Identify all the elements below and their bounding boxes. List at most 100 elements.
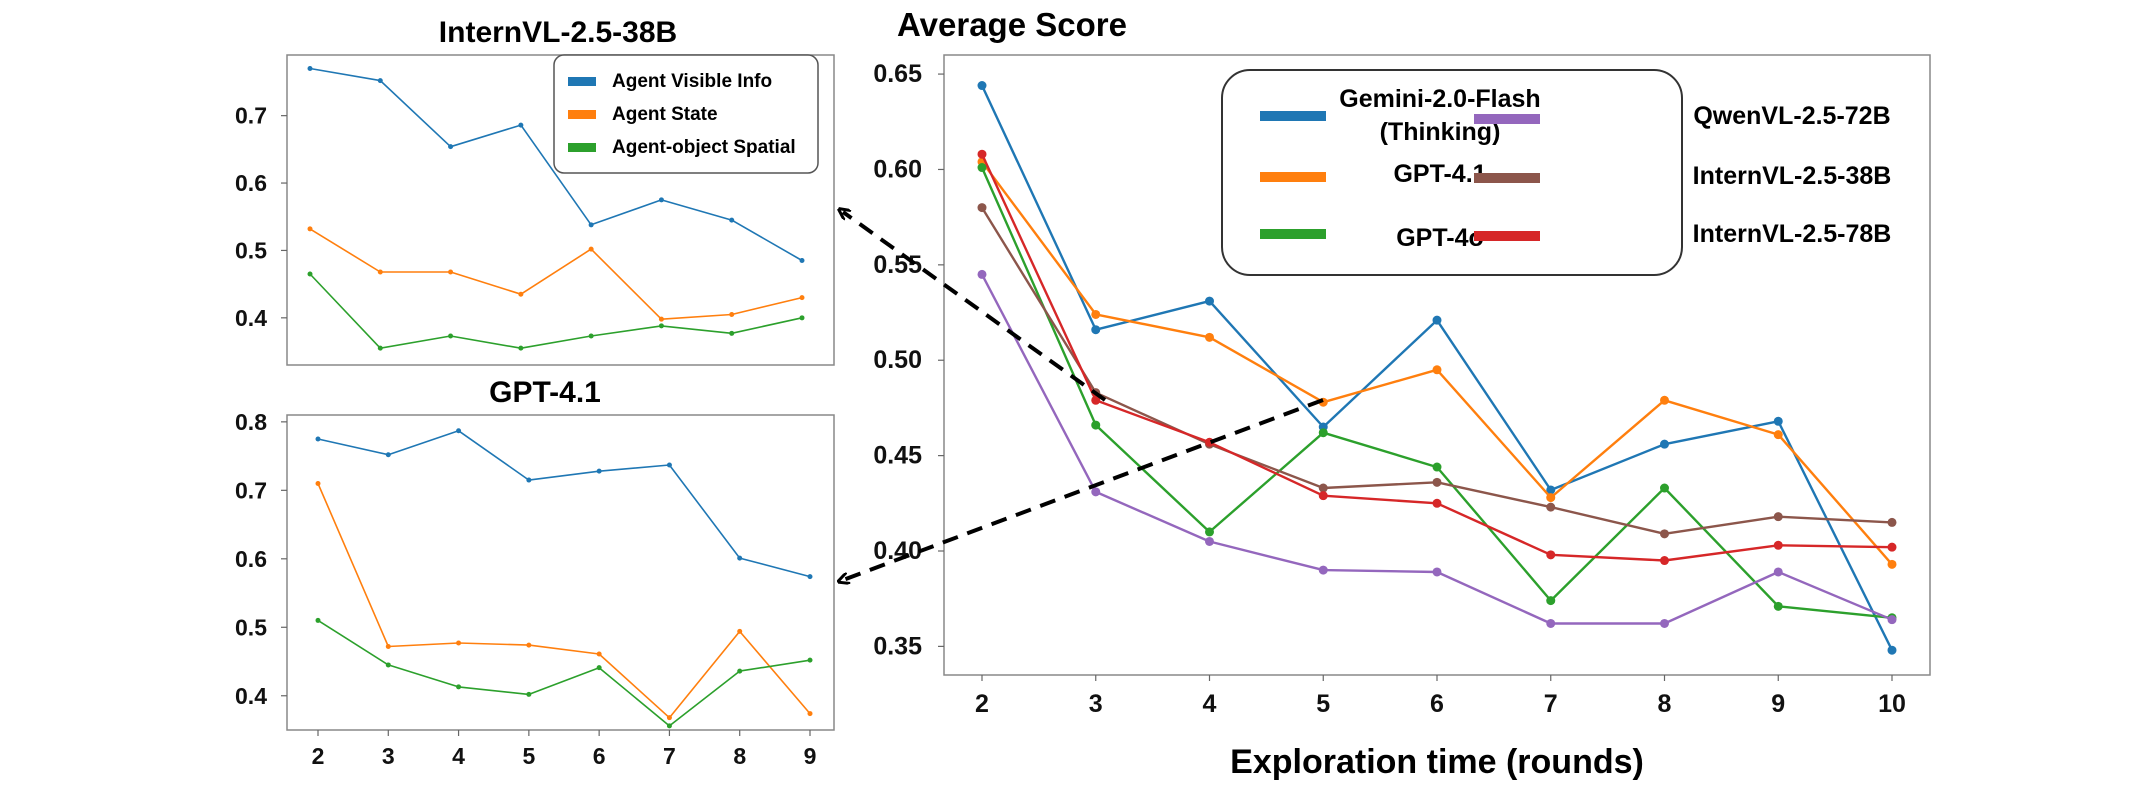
data-point-gpt-4o: [977, 163, 987, 173]
data-point-agent-object-spatial: [666, 723, 672, 729]
series-line-agent-visible-info: [309, 67, 803, 262]
data-point-agent-state: [518, 291, 524, 297]
x-tick-label: 2: [975, 690, 989, 718]
data-point-internvl-2-5-78b: [1773, 540, 1783, 550]
data-point-gemini-2-0-flash-thinking: [1773, 416, 1783, 426]
x-axis-label: Exploration time (rounds): [1230, 743, 1644, 781]
legend-box: [1221, 69, 1683, 276]
data-point-gpt-4-1: [1773, 430, 1783, 440]
data-point-agent-state: [666, 715, 672, 721]
data-point-internvl-2-5-38b: [1660, 529, 1669, 539]
arrow-to-gpt41-panel: [843, 398, 1324, 580]
data-point-agent-visible-info: [385, 452, 391, 458]
data-point-agent-visible-info: [448, 144, 454, 150]
data-point-qwenvl-2-5-72b: [1773, 567, 1783, 577]
legend-swatch: [1474, 173, 1540, 183]
data-point-gpt-4-1: [1091, 309, 1101, 319]
data-point-agent-object-spatial: [799, 315, 805, 321]
x-tick-label: 9: [804, 743, 817, 769]
legend-label: InternVL-2.5-38B: [1693, 162, 1892, 190]
data-point-agent-visible-info: [526, 477, 532, 483]
series-lines: [977, 81, 1897, 655]
legend: Agent Visible Info Agent State Agent-objec…: [553, 54, 819, 174]
legend-label: InternVL-2.5-78B: [1693, 220, 1892, 248]
arrow-to-internvl-panel: [843, 212, 1107, 402]
panel-gpt41: GPT-4.1 0.4 0.5 0.6 0.7 0.8 2 3 4 5 6 7 8 9: [235, 376, 835, 769]
y-tick-label: 0.45: [873, 442, 922, 470]
plot-frame: [286, 414, 835, 731]
data-point-agent-state: [807, 711, 813, 717]
data-point-agent-visible-info: [456, 428, 462, 434]
data-point-agent-state: [385, 643, 391, 649]
legend-label: Agent Visible Info: [612, 71, 772, 92]
x-tick-label: 5: [1316, 690, 1330, 718]
y-tick-label: 0.65: [873, 60, 922, 88]
data-point-gpt-4o: [1660, 483, 1669, 493]
data-point-agent-object-spatial: [526, 691, 532, 697]
legend-swatch: [1260, 229, 1326, 239]
legend-swatch: [1260, 172, 1326, 182]
series-lines: [315, 428, 813, 729]
x-tick-label: 9: [1771, 690, 1785, 718]
y-tick-label: 0.5: [235, 614, 267, 640]
x-tick-label: 10: [1878, 690, 1906, 718]
data-point-internvl-2-5-38b: [977, 203, 987, 213]
data-point-qwenvl-2-5-72b: [977, 269, 987, 279]
legend-label: QwenVL-2.5-72B: [1693, 102, 1890, 130]
series-lines: [307, 65, 805, 351]
series-line-agent-object-spatial: [309, 273, 803, 350]
data-point-qwenvl-2-5-72b: [1660, 618, 1669, 628]
panel-average-score: Average Score 0.350.400.450.500.550.600.…: [873, 6, 1931, 781]
legend-label: Gemini-2.0-Flash: [1339, 85, 1540, 113]
legend-swatch: [1260, 111, 1326, 121]
data-point-agent-visible-info: [307, 65, 313, 71]
data-point-gpt-4o: [1205, 527, 1214, 537]
data-point-qwenvl-2-5-72b: [1546, 618, 1556, 628]
data-point-agent-object-spatial: [385, 662, 391, 668]
data-point-gpt-4-1: [1546, 493, 1556, 503]
data-point-agent-object-spatial: [588, 333, 594, 339]
legend-label: Agent-object Spatial: [612, 137, 796, 158]
data-point-gpt-4o: [1546, 596, 1556, 606]
data-point-agent-visible-info: [377, 78, 383, 84]
data-point-agent-object-spatial: [807, 657, 813, 663]
data-point-agent-object-spatial: [456, 684, 462, 690]
data-point-gemini-2-0-flash-thinking: [1205, 296, 1214, 306]
data-point-qwenvl-2-5-72b: [1432, 567, 1442, 577]
y-tick-label: 0.4: [235, 305, 267, 331]
data-point-internvl-2-5-38b: [1318, 483, 1328, 493]
data-point-gpt-4o: [1432, 462, 1442, 472]
x-tick-labels: 2 3 4 5 6 7 8 9 10: [975, 675, 1906, 718]
series-line-agent-state: [317, 483, 811, 719]
data-point-agent-state: [596, 651, 602, 657]
data-point-gemini-2-0-flash-thinking: [1887, 645, 1897, 655]
y-tick-labels: 0.350.400.450.500.550.600.65: [873, 60, 944, 660]
data-point-internvl-2-5-78b: [977, 149, 987, 159]
data-point-agent-visible-info: [799, 258, 805, 264]
y-tick-label: 0.6: [235, 546, 267, 572]
x-tick-label: 4: [1203, 690, 1217, 718]
main-title: Average Score: [897, 6, 1127, 43]
x-tick-label: 8: [733, 743, 746, 769]
data-point-agent-state: [456, 640, 462, 646]
legend-swatch: [1474, 231, 1540, 241]
data-point-agent-visible-info: [596, 468, 602, 474]
data-point-agent-state: [526, 642, 532, 648]
y-tick-label: 0.7: [235, 477, 267, 503]
y-tick-labels: 0.4 0.5 0.6 0.7: [235, 103, 287, 331]
legend-swatch: [1474, 114, 1540, 124]
data-point-agent-state: [377, 269, 383, 275]
y-tick-labels: 0.4 0.5 0.6 0.7 0.8: [235, 409, 287, 709]
legend-label: Agent State: [612, 104, 718, 125]
y-tick-label: 0.60: [873, 155, 922, 183]
data-point-agent-state: [729, 311, 735, 317]
legend-swatch: [568, 143, 596, 152]
series-line-agent-state: [309, 228, 803, 321]
data-point-internvl-2-5-38b: [1432, 477, 1442, 487]
data-point-gemini-2-0-flash-thinking: [1432, 315, 1442, 325]
data-point-agent-object-spatial: [307, 271, 313, 277]
series-line-agent-object-spatial: [317, 619, 811, 727]
x-tick-label: 2: [312, 743, 325, 769]
data-point-gpt-4o: [1318, 428, 1328, 438]
data-point-agent-object-spatial: [729, 330, 735, 336]
